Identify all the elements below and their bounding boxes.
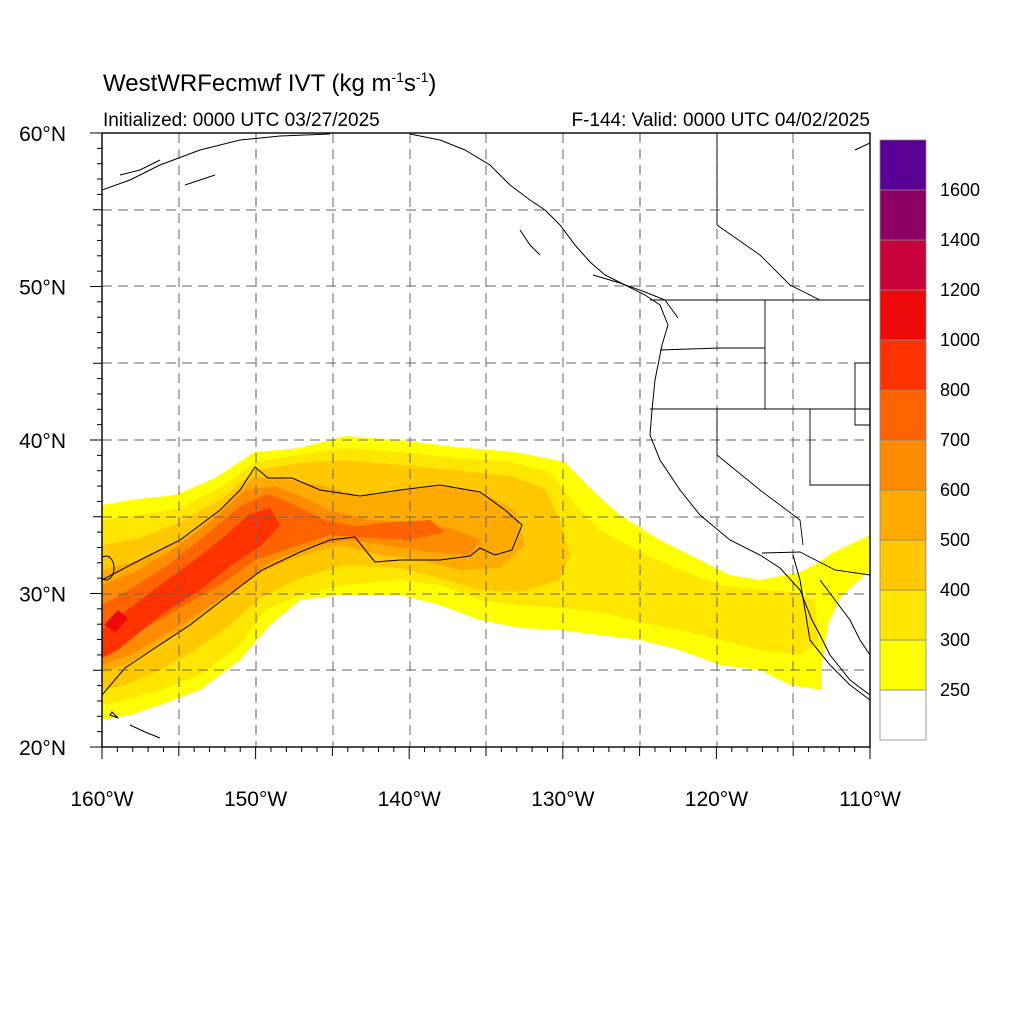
colorbar-label-8: 1000 bbox=[940, 330, 980, 350]
colorbar-bin-6 bbox=[879, 389, 927, 441]
lat-label-1: 30°N bbox=[19, 584, 66, 607]
gridlines bbox=[102, 133, 870, 747]
ivt-field-800 bbox=[102, 508, 280, 658]
lon-label-0: 160°W bbox=[70, 788, 133, 811]
ivt-field-1000 bbox=[104, 610, 128, 632]
colorbar-bin-1 bbox=[879, 639, 927, 691]
lon-label-4: 120°W bbox=[685, 788, 748, 811]
colorbar-bin-0 bbox=[879, 689, 927, 741]
lat-label-4: 60°N bbox=[19, 123, 66, 146]
colorbar-label-2: 300 bbox=[940, 630, 970, 650]
colorbar-label-11: 1600 bbox=[940, 180, 980, 200]
valid-time-label: F-144: Valid: 0000 UTC 04/02/2025 bbox=[571, 110, 870, 131]
colorbar-label-6: 700 bbox=[940, 430, 970, 450]
initialized-label: Initialized: 0000 UTC 03/27/2025 bbox=[103, 110, 380, 131]
colorbar-label-3: 400 bbox=[940, 580, 970, 600]
colorbar-label-1: 250 bbox=[940, 680, 970, 700]
coastlines bbox=[102, 133, 870, 739]
colorbar-bin-10 bbox=[879, 189, 927, 241]
axis-ticks bbox=[90, 132, 871, 759]
colorbar-label-10: 1400 bbox=[940, 230, 980, 250]
colorbar: 250 300 400 500 600 700 800 1000 1200 1400 1600 bbox=[879, 139, 980, 741]
lat-label-2: 40°N bbox=[19, 430, 66, 453]
colorbar-bin-7 bbox=[879, 339, 927, 391]
lon-label-3: 130°W bbox=[531, 788, 594, 811]
colorbar-bin-8 bbox=[879, 289, 927, 341]
colorbar-bin-2 bbox=[879, 589, 927, 641]
colorbar-label-4: 500 bbox=[940, 530, 970, 550]
longitude-labels: 160°W 150°W 140°W 130°W 120°W 110°W bbox=[70, 788, 901, 811]
colorbar-bin-9 bbox=[879, 239, 927, 291]
political-boundaries bbox=[650, 133, 870, 576]
map-title: WestWRFecmwf IVT (kg m-1s-1) bbox=[103, 69, 437, 97]
colorbar-bin-3 bbox=[879, 539, 927, 591]
lon-label-5: 110°W bbox=[839, 788, 901, 811]
colorbar-label-5: 600 bbox=[940, 480, 970, 500]
lon-label-2: 140°W bbox=[378, 788, 441, 811]
latitude-labels: 20°N 30°N 40°N 50°N 60°N bbox=[19, 123, 66, 760]
lon-label-1: 150°W bbox=[224, 788, 287, 811]
ivt-field-700 bbox=[102, 494, 445, 655]
colorbar-label-7: 800 bbox=[940, 380, 970, 400]
colorbar-bin-11 bbox=[879, 139, 927, 191]
colorbar-label-9: 1200 bbox=[940, 280, 980, 300]
lat-label-3: 50°N bbox=[19, 277, 66, 300]
lat-label-0: 20°N bbox=[19, 737, 66, 760]
colorbar-bin-5 bbox=[879, 439, 927, 491]
colorbar-bin-4 bbox=[879, 489, 927, 541]
ivt-contour-250 bbox=[102, 466, 523, 696]
